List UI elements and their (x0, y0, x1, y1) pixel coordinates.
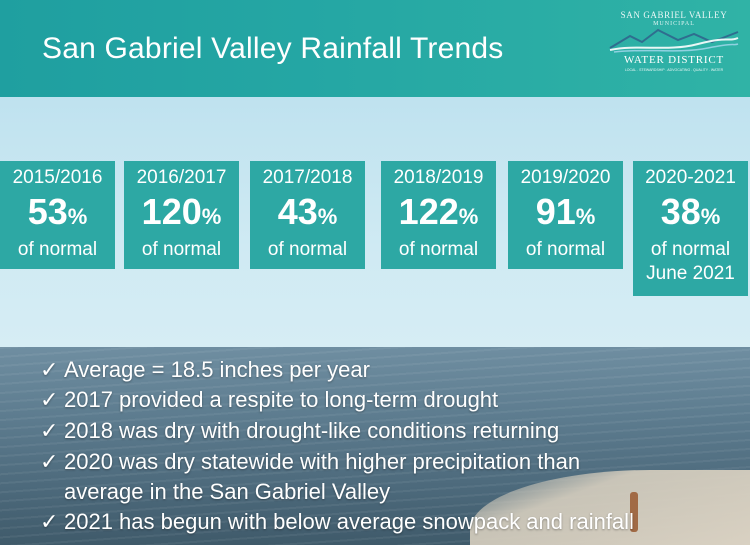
rainfall-tile-2018-2019: 2018/2019 122% of normal (381, 161, 496, 269)
shore-rock (630, 492, 638, 532)
logo-tagline: LOCAL . STEWARDSHIP . ADVOCATING . QUALI… (624, 68, 724, 72)
mountain-wave-icon (609, 28, 739, 53)
header-banner: San Gabriel Valley Rainfall Trends SAN G… (0, 0, 750, 97)
bullet-item: ✓ 2018 was dry with drought-like conditio… (40, 416, 559, 446)
rainfall-tile-2015-2016: 2015/2016 53% of normal (0, 161, 115, 269)
tile-label: of normal (398, 239, 479, 260)
tile-note: June 2021 (646, 263, 735, 284)
logo-line3: WATER DISTRICT (623, 54, 725, 66)
tile-value: 38% (660, 191, 721, 232)
rainfall-tile-2019-2020: 2019/2020 91% of normal (508, 161, 623, 269)
logo-line2: MUNICIPAL (653, 21, 695, 27)
check-icon: ✓ (40, 357, 59, 382)
tile-value: 120% (141, 191, 222, 232)
check-icon: ✓ (40, 418, 59, 443)
tile-year: 2016/2017 (136, 167, 227, 188)
tile-year: 2017/2018 (262, 167, 353, 188)
tile-label: of normal (267, 239, 348, 260)
tile-year: 2019/2020 (520, 167, 611, 188)
tile-year: 2020-2021 (645, 167, 736, 188)
district-logo: SAN GABRIEL VALLEY MUNICIPAL WATER DISTR… (604, 10, 744, 74)
rainfall-tile-2020-2021: 2020-2021 38% of normal June 2021 (633, 161, 748, 296)
tile-year: 2015/2016 (12, 167, 103, 188)
bullet-continuation: average in the San Gabriel Valley (64, 479, 391, 504)
tile-value: 91% (535, 191, 596, 232)
tile-label: of normal (141, 239, 222, 260)
bullet-item: ✓ 2020 was dry statewide with higher prec… (40, 447, 580, 477)
tile-value: 43% (277, 191, 338, 232)
tile-label: of normal (525, 239, 606, 260)
check-icon: ✓ (40, 387, 59, 412)
rainfall-tile-2017-2018: 2017/2018 43% of normal (250, 161, 365, 269)
tile-label: of normal (650, 239, 731, 260)
tile-value: 122% (398, 191, 479, 232)
bullet-item: ✓ 2021 has begun with below average snowp… (40, 507, 634, 537)
tile-year: 2018/2019 (393, 167, 484, 188)
bullet-item: ✓ 2017 provided a respite to long-term dr… (40, 385, 498, 415)
logo-line1: SAN GABRIEL VALLEY (620, 10, 728, 20)
rainfall-tile-2016-2017: 2016/2017 120% of normal (124, 161, 239, 269)
check-icon: ✓ (40, 449, 59, 474)
page-title: San Gabriel Valley Rainfall Trends (42, 32, 504, 65)
tile-value: 53% (27, 191, 88, 232)
tile-label: of normal (17, 239, 98, 260)
bullet-item: ✓ Average = 18.5 inches per year (40, 355, 370, 385)
check-icon: ✓ (40, 509, 59, 534)
